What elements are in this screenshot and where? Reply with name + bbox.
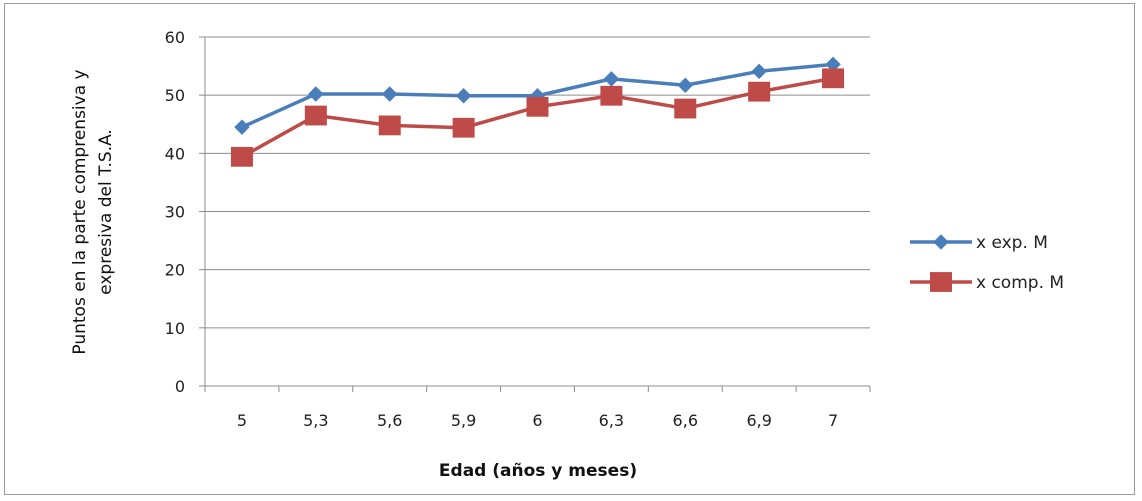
data-point-diamond [234,119,250,135]
data-point-square [304,105,327,126]
legend-item: x exp. M [910,233,1048,253]
data-point-square [822,68,845,89]
data-point-diamond [455,88,472,104]
y-tick-label: 40 [165,144,185,163]
x-tick-label: 5,6 [377,411,402,430]
data-point-square [452,117,475,138]
data-point-square [230,146,253,167]
x-tick-label: 5 [237,411,247,430]
chart-frame [4,3,1135,495]
data-point-square [748,81,771,102]
y-tick-labels: 0 10 20 30 40 50 60 [165,28,185,396]
axes [199,36,871,392]
y-axis-title-line-1: Puntos en la parte comprensiva y [70,69,90,354]
series-group [230,56,845,167]
y-tick-label: 30 [165,203,185,222]
x-tick-label: 5,9 [451,411,476,430]
x-tick-label: 7 [828,411,838,430]
x-tick-label: 6,3 [599,411,624,430]
y-tick-label: 60 [165,28,185,47]
x-axis-title: Edad (años y meses) [439,461,637,481]
y-axis-title: Puntos en la parte comprensiva y expresi… [70,69,116,354]
legend-marker [930,272,952,292]
data-point-diamond [751,63,767,80]
data-point-square [600,85,623,106]
x-tick-labels: 5 5,3 5,6 5,9 6 6,3 6,6 6,9 7 [237,411,838,430]
x-tick-label: 5,3 [303,411,328,430]
series-1 [234,56,841,135]
y-tick-label: 20 [165,261,185,280]
legend-label: x comp. M [976,273,1064,293]
data-point-square [378,115,401,136]
x-tick-label: 6 [532,411,542,430]
data-point-square [674,98,697,119]
y-tick-label: 10 [165,319,185,338]
y-axis-title-line-2: expresiva del T.S.A. [96,129,116,295]
y-tick-label: 50 [165,86,185,105]
legend-label: x exp. M [976,233,1048,253]
grid-lines [205,36,870,329]
legend-item: x comp. M [910,272,1064,293]
data-point-diamond [382,86,398,102]
series-2 [230,68,845,167]
legend-marker [933,234,949,250]
data-point-diamond [308,86,324,102]
data-point-diamond [603,71,620,87]
data-point-diamond [677,77,693,93]
x-tick-label: 6,9 [746,411,771,430]
data-point-square [526,96,549,117]
y-tick-label: 0 [175,377,185,396]
x-tick-label: 6,6 [673,411,698,430]
legend: x exp. M x comp. M [910,233,1064,293]
